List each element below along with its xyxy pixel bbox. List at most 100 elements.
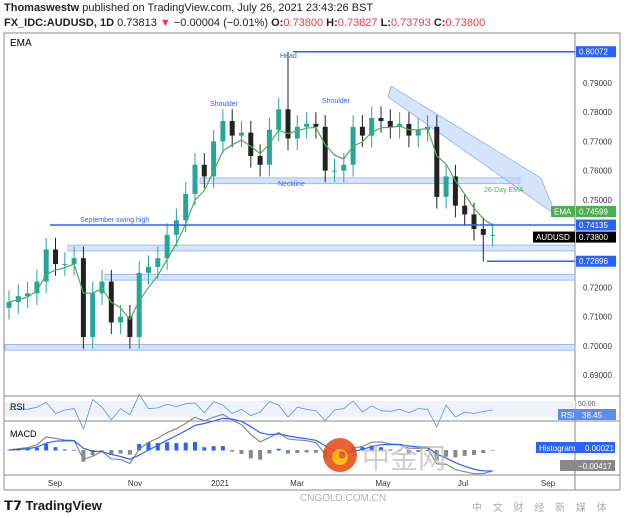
author[interactable]: Thomaswestw (4, 2, 80, 14)
price-label: 0.80072 (579, 48, 608, 57)
change: −0.00004 (−0.01%) (173, 17, 269, 29)
macd-histogram-bar (155, 442, 160, 451)
price-label-bg (576, 231, 616, 243)
macd-histogram-bar (406, 450, 411, 453)
macd-histogram-bar (34, 447, 39, 451)
price-tag: EMA (554, 208, 572, 217)
macd-label: MACD (10, 429, 37, 439)
c-label: C: (433, 17, 446, 29)
macd-histogram-bar (53, 447, 58, 451)
annotation-september-swing-high: September swing high (80, 217, 149, 224)
tradingview-logo-icon: 𝗧𝟳 (4, 498, 26, 513)
x-tick-label: May (375, 479, 390, 488)
macd-histogram-bar (165, 442, 170, 451)
candle (471, 214, 477, 229)
candle (80, 258, 86, 338)
symbol-line: FX_IDC:AUDUSD, 1D 0.73813 ▼ −0.00004 (−0… (4, 17, 485, 29)
publish-info: published on TradingView.com, July 26, 2… (82, 2, 374, 14)
support-zone (67, 244, 576, 252)
candle (462, 205, 468, 215)
macd-histogram-bar (202, 447, 207, 451)
down-arrow-icon: ▼ (159, 17, 171, 29)
y-tick-label: 0.69000 (583, 371, 612, 380)
macd-histogram-bar (239, 450, 244, 454)
x-tick-label: Sep (541, 479, 556, 488)
histogram-tag: Histogram (539, 444, 576, 453)
x-tick-label: Mar (290, 479, 304, 488)
histogram-value: 0.00021 (585, 444, 614, 453)
price-tag: AUDUSD (536, 233, 570, 242)
candle (369, 118, 375, 136)
candle (480, 229, 486, 235)
candle (155, 258, 161, 267)
watermark-logo: 中金网 CNGOLD.COM.CN (300, 438, 446, 504)
macd-histogram-bar (248, 450, 253, 459)
price-label: 0.72896 (579, 257, 608, 266)
rsi-label: RSI (10, 402, 25, 412)
macd-histogram-bar (397, 450, 402, 451)
candle (285, 109, 291, 139)
macd-histogram-bar (472, 450, 476, 455)
macd-histogram-bar (174, 443, 179, 451)
x-tick-label: Sep (48, 479, 63, 488)
support-zone (104, 273, 576, 281)
annotation-shoulder-left: Shoulder (210, 101, 239, 108)
x-tick-label: Nov (128, 479, 142, 488)
price-label-bg (576, 255, 616, 267)
o-label: O: (271, 17, 284, 29)
candle (294, 126, 300, 139)
price-label-bg (576, 206, 616, 218)
candle (239, 132, 244, 136)
price-tag-bg (533, 231, 575, 243)
price-tag-bg (551, 206, 575, 218)
macd-histogram-bar (109, 450, 114, 455)
macd-histogram-bar (425, 450, 430, 452)
macd-value: −0.00417 (578, 462, 612, 471)
candle (62, 264, 68, 266)
macd-histogram-bar (304, 450, 309, 453)
descending-channel (387, 85, 557, 216)
candle (304, 123, 310, 127)
price-label-bg (576, 219, 616, 231)
high: 0.73827 (337, 17, 378, 29)
macd-histogram-bar (230, 450, 235, 452)
macd-histogram-bar (220, 446, 225, 451)
indicator-label: EMA (10, 38, 32, 49)
price-label: 0.73800 (579, 233, 608, 242)
macd-histogram-bar (81, 450, 86, 462)
open: 0.73800 (283, 17, 324, 29)
candle (397, 123, 403, 127)
macd-histogram-bar (100, 450, 104, 451)
candle (183, 193, 189, 221)
candle (34, 281, 40, 294)
macd-histogram-bar (183, 442, 188, 451)
macd-histogram-bar (286, 450, 290, 454)
symbol: FX_IDC:AUDUSD, 1D (4, 17, 115, 29)
rsi-tick: 50.00 (578, 401, 596, 408)
candle (53, 249, 58, 265)
annotation-head: Head (280, 53, 297, 60)
l-label: L: (380, 17, 391, 29)
watermark-tagline: 中 文 财 经 新 媒 体 (472, 503, 611, 514)
candle (387, 120, 393, 127)
candle (452, 176, 458, 206)
macd-histogram-bar (481, 450, 486, 454)
candle (248, 132, 254, 156)
candle (192, 164, 198, 194)
x-tick-label: Jul (458, 479, 468, 488)
candle (127, 316, 133, 338)
candle (229, 120, 235, 136)
macd-histogram-bar (25, 448, 30, 451)
macd-histogram-bar (211, 446, 216, 451)
watermark-domain: CNGOLD.COM.CN (300, 493, 386, 504)
tradingview-logo[interactable]: 𝗧𝟳 TradingView (4, 498, 102, 514)
candle (276, 109, 282, 130)
macd-histogram-bar (72, 449, 77, 451)
macd-histogram-bar (118, 450, 123, 454)
candle (341, 164, 347, 171)
rsi-tag: RSI (561, 411, 574, 420)
candle (443, 176, 449, 197)
macd-histogram-bar (90, 450, 95, 456)
